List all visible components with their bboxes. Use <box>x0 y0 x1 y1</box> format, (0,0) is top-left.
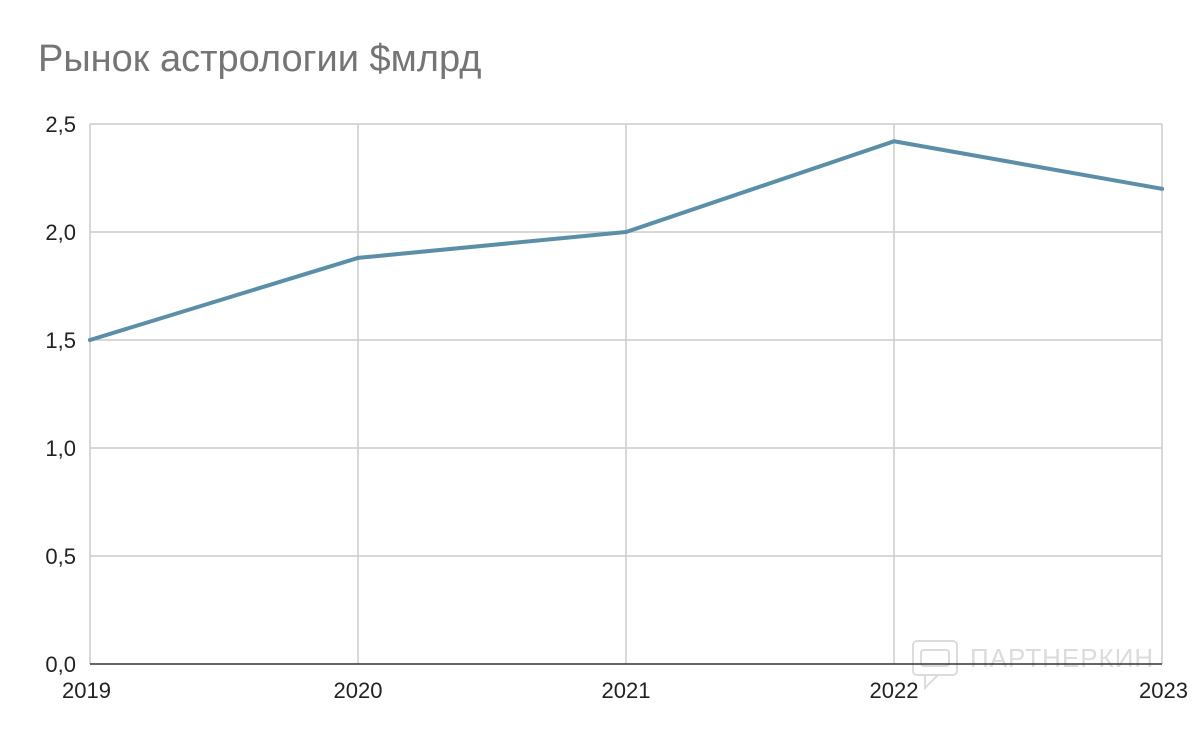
y-tick-label: 0,5 <box>45 544 76 569</box>
data-point <box>356 255 360 260</box>
series-layer <box>88 139 1164 342</box>
x-tick-label: 2020 <box>334 678 383 703</box>
watermark-text: ПАРТНЕРКИН <box>970 643 1154 673</box>
y-tick-label: 1,5 <box>45 328 76 353</box>
x-tick-label: 2023 <box>1139 678 1188 703</box>
watermark: ПАРТНЕРКИН <box>912 640 1154 691</box>
y-axis-labels: 0,0 0,5 1,0 1,5 2,0 2,5 <box>45 112 76 677</box>
data-point <box>1160 186 1164 191</box>
y-tick-label: 2,0 <box>45 220 76 245</box>
y-tick-label: 0,0 <box>45 652 76 677</box>
x-tick-label: 2021 <box>602 678 651 703</box>
chat-bubble-icon <box>912 640 958 691</box>
data-point <box>624 230 628 234</box>
data-point <box>88 338 92 342</box>
data-point <box>892 139 896 144</box>
x-axis-labels: 2019 2020 2021 2022 2023 <box>62 678 1188 703</box>
x-tick-label: 2022 <box>870 678 919 703</box>
x-tick-label: 2019 <box>62 678 111 703</box>
y-tick-label: 1,0 <box>45 436 76 461</box>
grid <box>89 123 1163 664</box>
chart-title: Рынок астрологии $млрд <box>38 38 482 80</box>
y-tick-label: 2,5 <box>45 112 76 137</box>
